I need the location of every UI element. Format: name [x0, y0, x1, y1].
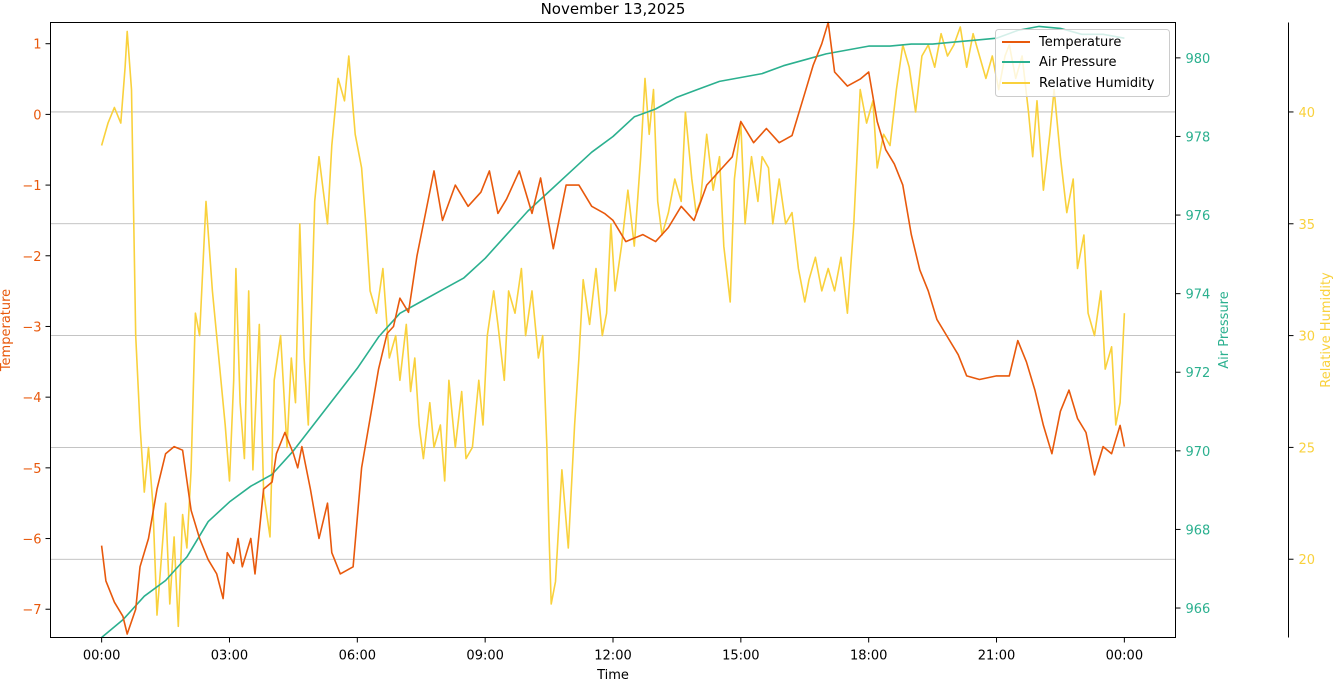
- x-tick-label: 09:00: [466, 649, 503, 664]
- pressure-tick-label: 970: [1186, 445, 1211, 460]
- x-tick-label: 15:00: [722, 649, 759, 664]
- temperature-tick-label: −1: [22, 179, 41, 194]
- x-tick-label: 00:00: [83, 649, 120, 664]
- humidity-axis: 40 35 30 25 20: [1288, 22, 1316, 638]
- pressure-tick-label: 978: [1186, 130, 1211, 145]
- grid: [50, 111, 1176, 560]
- x-axis-label: Time: [596, 668, 629, 682]
- legend-box: [995, 29, 1170, 97]
- x-axis: 00:00 03:00 06:00 09:00 12:00 15:00 18:00 21:00…: [83, 637, 1143, 664]
- pressure-axis: 980 978 976 974 972 970 968 966: [1175, 52, 1211, 617]
- legend-label-air-pressure: Air Pressure: [1039, 55, 1117, 70]
- x-tick-label: 18:00: [850, 649, 887, 664]
- chart-title: November 13,2025: [541, 0, 686, 18]
- x-tick-label: 12:00: [594, 649, 631, 664]
- humidity-tick-label: 35: [1299, 218, 1316, 233]
- plot-series: [100, 21, 1126, 639]
- x-tick-label: 00:00: [1106, 649, 1143, 664]
- temperature-tick-label: −3: [22, 320, 41, 335]
- legend-label-relative-humidity: Relative Humidity: [1039, 76, 1155, 91]
- temperature-tick-label: −6: [22, 533, 41, 548]
- series-line-relative-humidity: [100, 26, 1126, 628]
- x-tick-label: 06:00: [339, 649, 376, 664]
- pressure-tick-label: 968: [1186, 523, 1211, 538]
- temperature-tick-label: 1: [33, 38, 41, 53]
- humidity-tick-label: 30: [1299, 330, 1316, 345]
- x-tick-label: 21:00: [978, 649, 1015, 664]
- pressure-tick-label: 980: [1186, 52, 1211, 67]
- series-line-temperature: [100, 21, 1126, 635]
- legend-label-temperature: Temperature: [1038, 35, 1121, 50]
- pressure-tick-label: 974: [1186, 288, 1211, 303]
- pressure-tick-label: 976: [1186, 209, 1211, 224]
- pressure-tick-label: 972: [1186, 366, 1211, 381]
- temperature-tick-label: −2: [22, 250, 41, 265]
- temperature-tick-label: 0: [33, 108, 41, 123]
- temperature-tick-label: −4: [22, 391, 41, 406]
- series-line-air-pressure: [101, 25, 1125, 639]
- pressure-axis-label: Air Pressure: [1217, 291, 1232, 369]
- legend: Temperature Air Pressure Relative Humidi…: [995, 29, 1170, 97]
- humidity-tick-label: 25: [1299, 441, 1316, 456]
- plot-frame: [50, 22, 1176, 638]
- temperature-tick-label: −5: [22, 462, 41, 477]
- temperature-axis: 1 0 −1 −2 −3 −4 −5 −6 −7: [22, 38, 51, 618]
- temperature-axis-label: Temperature: [0, 289, 14, 372]
- x-tick-label: 03:00: [211, 649, 248, 664]
- humidity-axis-label: Relative Humidity: [1319, 272, 1334, 388]
- humidity-tick-label: 40: [1299, 106, 1316, 121]
- pressure-tick-label: 966: [1186, 602, 1211, 617]
- humidity-tick-label: 20: [1299, 553, 1316, 568]
- temperature-tick-label: −7: [22, 603, 41, 618]
